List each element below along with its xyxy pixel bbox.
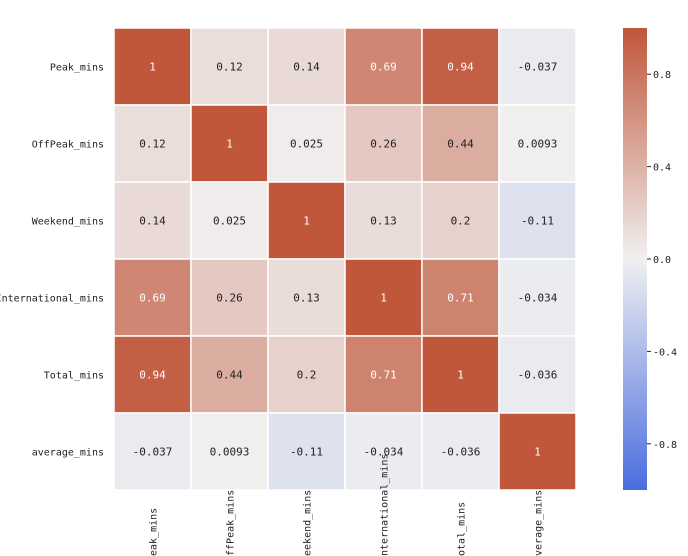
cell-value-label: 0.13 [370, 215, 397, 228]
column-label: Weekend_mins [303, 490, 314, 556]
row-label: Peak_mins [50, 63, 104, 74]
cell-value-label: 1 [457, 369, 464, 382]
heatmap-cell [498, 27, 577, 106]
column-label: average_mins [534, 490, 545, 556]
cell-value-label: 0.13 [293, 292, 320, 305]
heatmap-cells: 1 0.12 0.14 0.69 0.94 -0.037 0.12 1 0.025 0.26 0.4… [113, 27, 577, 491]
heatmap-cell [113, 27, 192, 106]
cell-value-label: -0.036 [441, 446, 481, 459]
heatmap-cell [267, 335, 346, 414]
heatmap-cell [190, 104, 269, 183]
cell-value-label: -0.036 [518, 369, 558, 382]
heatmap-cell [498, 412, 577, 491]
heatmap-cell [498, 104, 577, 183]
cell-value-label: 0.26 [216, 292, 243, 305]
cell-value-label: 0.14 [293, 61, 320, 74]
heatmap-cell [267, 258, 346, 337]
column-label: OffPeak_mins [226, 490, 237, 556]
cell-value-label: -0.037 [133, 446, 173, 459]
heatmap-cell [498, 258, 577, 337]
cell-value-label: 1 [303, 215, 310, 228]
cell-value-label: 1 [380, 292, 387, 305]
colorbar [623, 28, 647, 490]
row-label: Weekend_mins [32, 217, 104, 228]
cell-value-label: 0.94 [139, 369, 166, 382]
heatmap-cell [344, 258, 423, 337]
cell-value-label: 0.69 [370, 61, 397, 74]
heatmap-cell [113, 258, 192, 337]
cell-value-label: 1 [226, 138, 233, 151]
cell-value-label: 0.2 [297, 369, 317, 382]
column-label: International_mins [380, 454, 391, 556]
cell-value-label: 0.71 [447, 292, 474, 305]
row-label: Total_mins [44, 371, 104, 382]
colorbar-ticks: 0.8 0.4 0.0 -0.4 -0.8 [647, 70, 677, 451]
heatmap-cell [113, 412, 192, 491]
heatmap-cell [344, 412, 423, 491]
heatmap-cell [267, 27, 346, 106]
colorbar-tick-label: -0.8 [653, 440, 677, 451]
cell-value-label: -0.11 [290, 446, 323, 459]
heatmap-cell [498, 335, 577, 414]
cell-value-label: 0.44 [447, 138, 474, 151]
cell-value-label: -0.037 [518, 61, 558, 74]
heatmap-cell [190, 27, 269, 106]
cell-value-label: 0.025 [213, 215, 246, 228]
heatmap-cell [498, 181, 577, 260]
heatmap-cell [421, 335, 500, 414]
colorbar-tick-label: -0.4 [653, 347, 677, 358]
colorbar-tick-label: 0.0 [653, 255, 671, 266]
cell-value-label: -0.034 [518, 292, 558, 305]
heatmap-cell [344, 335, 423, 414]
colorbar-tick-label: 0.4 [653, 163, 671, 174]
cell-value-label: 0.44 [216, 369, 243, 382]
heatmap-cell [344, 181, 423, 260]
cell-value-label: 1 [534, 446, 541, 459]
heatmap-cell [421, 181, 500, 260]
cell-value-label: 0.69 [139, 292, 166, 305]
cell-value-label: 0.71 [370, 369, 397, 382]
cell-value-label: 1 [149, 61, 156, 74]
cell-value-label: -0.11 [521, 215, 554, 228]
cell-value-label: 0.0093 [210, 446, 250, 459]
heatmap-cell [113, 335, 192, 414]
row-label: OffPeak_mins [32, 140, 104, 151]
column-label: Total_mins [457, 502, 468, 556]
heatmap-cell [421, 258, 500, 337]
cell-value-label: 0.94 [447, 61, 474, 74]
row-label: average_mins [32, 448, 104, 459]
cell-value-label: -0.034 [364, 446, 404, 459]
column-label: Peak_mins [149, 508, 160, 556]
heatmap-cell [190, 258, 269, 337]
colorbar-tick-label: 0.8 [653, 70, 671, 81]
heatmap-cell [344, 104, 423, 183]
cell-value-label: 0.025 [290, 138, 323, 151]
cell-value-label: 0.0093 [518, 138, 558, 151]
row-labels: Peak_mins OffPeak_mins Weekend_mins Interna… [0, 63, 104, 459]
cell-value-label: 0.14 [139, 215, 166, 228]
column-labels: Peak_mins OffPeak_mins Weekend_mins Interna… [149, 454, 545, 556]
cell-value-label: 0.26 [370, 138, 397, 151]
cell-value-label: 0.2 [451, 215, 471, 228]
cell-value-label: 0.12 [216, 61, 243, 74]
row-label: International_mins [0, 294, 104, 305]
heatmap-cell [190, 181, 269, 260]
cell-value-label: 0.12 [139, 138, 166, 151]
